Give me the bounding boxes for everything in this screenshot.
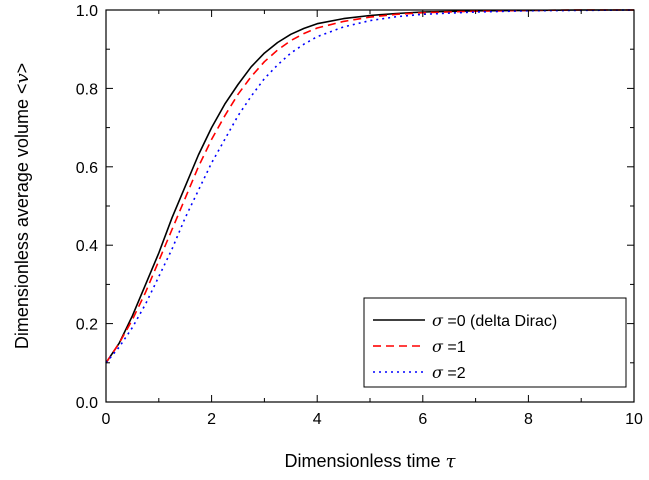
x-tick-label: 0	[102, 411, 111, 428]
y-tick-label: 0.0	[76, 395, 98, 412]
legend-label-2: σ =2	[432, 363, 466, 382]
y-tick-label: 0.6	[76, 160, 98, 177]
x-tick-label: 6	[418, 411, 427, 428]
x-axis-label: Dimensionless time τ	[284, 451, 456, 472]
legend-label-0: σ =0 (delta Dirac)	[432, 311, 557, 330]
y-axis-label: Dimensionless average volume <v>	[12, 63, 33, 349]
y-tick-label: 0.4	[76, 238, 98, 255]
y-tick-label: 0.2	[76, 317, 98, 334]
legend: σ =0 (delta Dirac) σ =1 σ =2	[363, 297, 627, 388]
axis-ticks: 0 2 4 6 8 10 0.0 0.2 0.4 0.6 0.8 1.0	[76, 3, 643, 428]
x-tick-label: 4	[313, 411, 322, 428]
x-tick-label: 10	[625, 411, 643, 428]
y-tick-label: 0.8	[76, 81, 98, 98]
legend-box	[363, 297, 627, 388]
plot-frame	[105, 9, 635, 403]
legend-label-1: σ =1	[432, 337, 466, 356]
y-tick-label: 1.0	[76, 3, 98, 20]
x-tick-label: 2	[207, 411, 216, 428]
x-tick-label: 8	[524, 411, 533, 428]
